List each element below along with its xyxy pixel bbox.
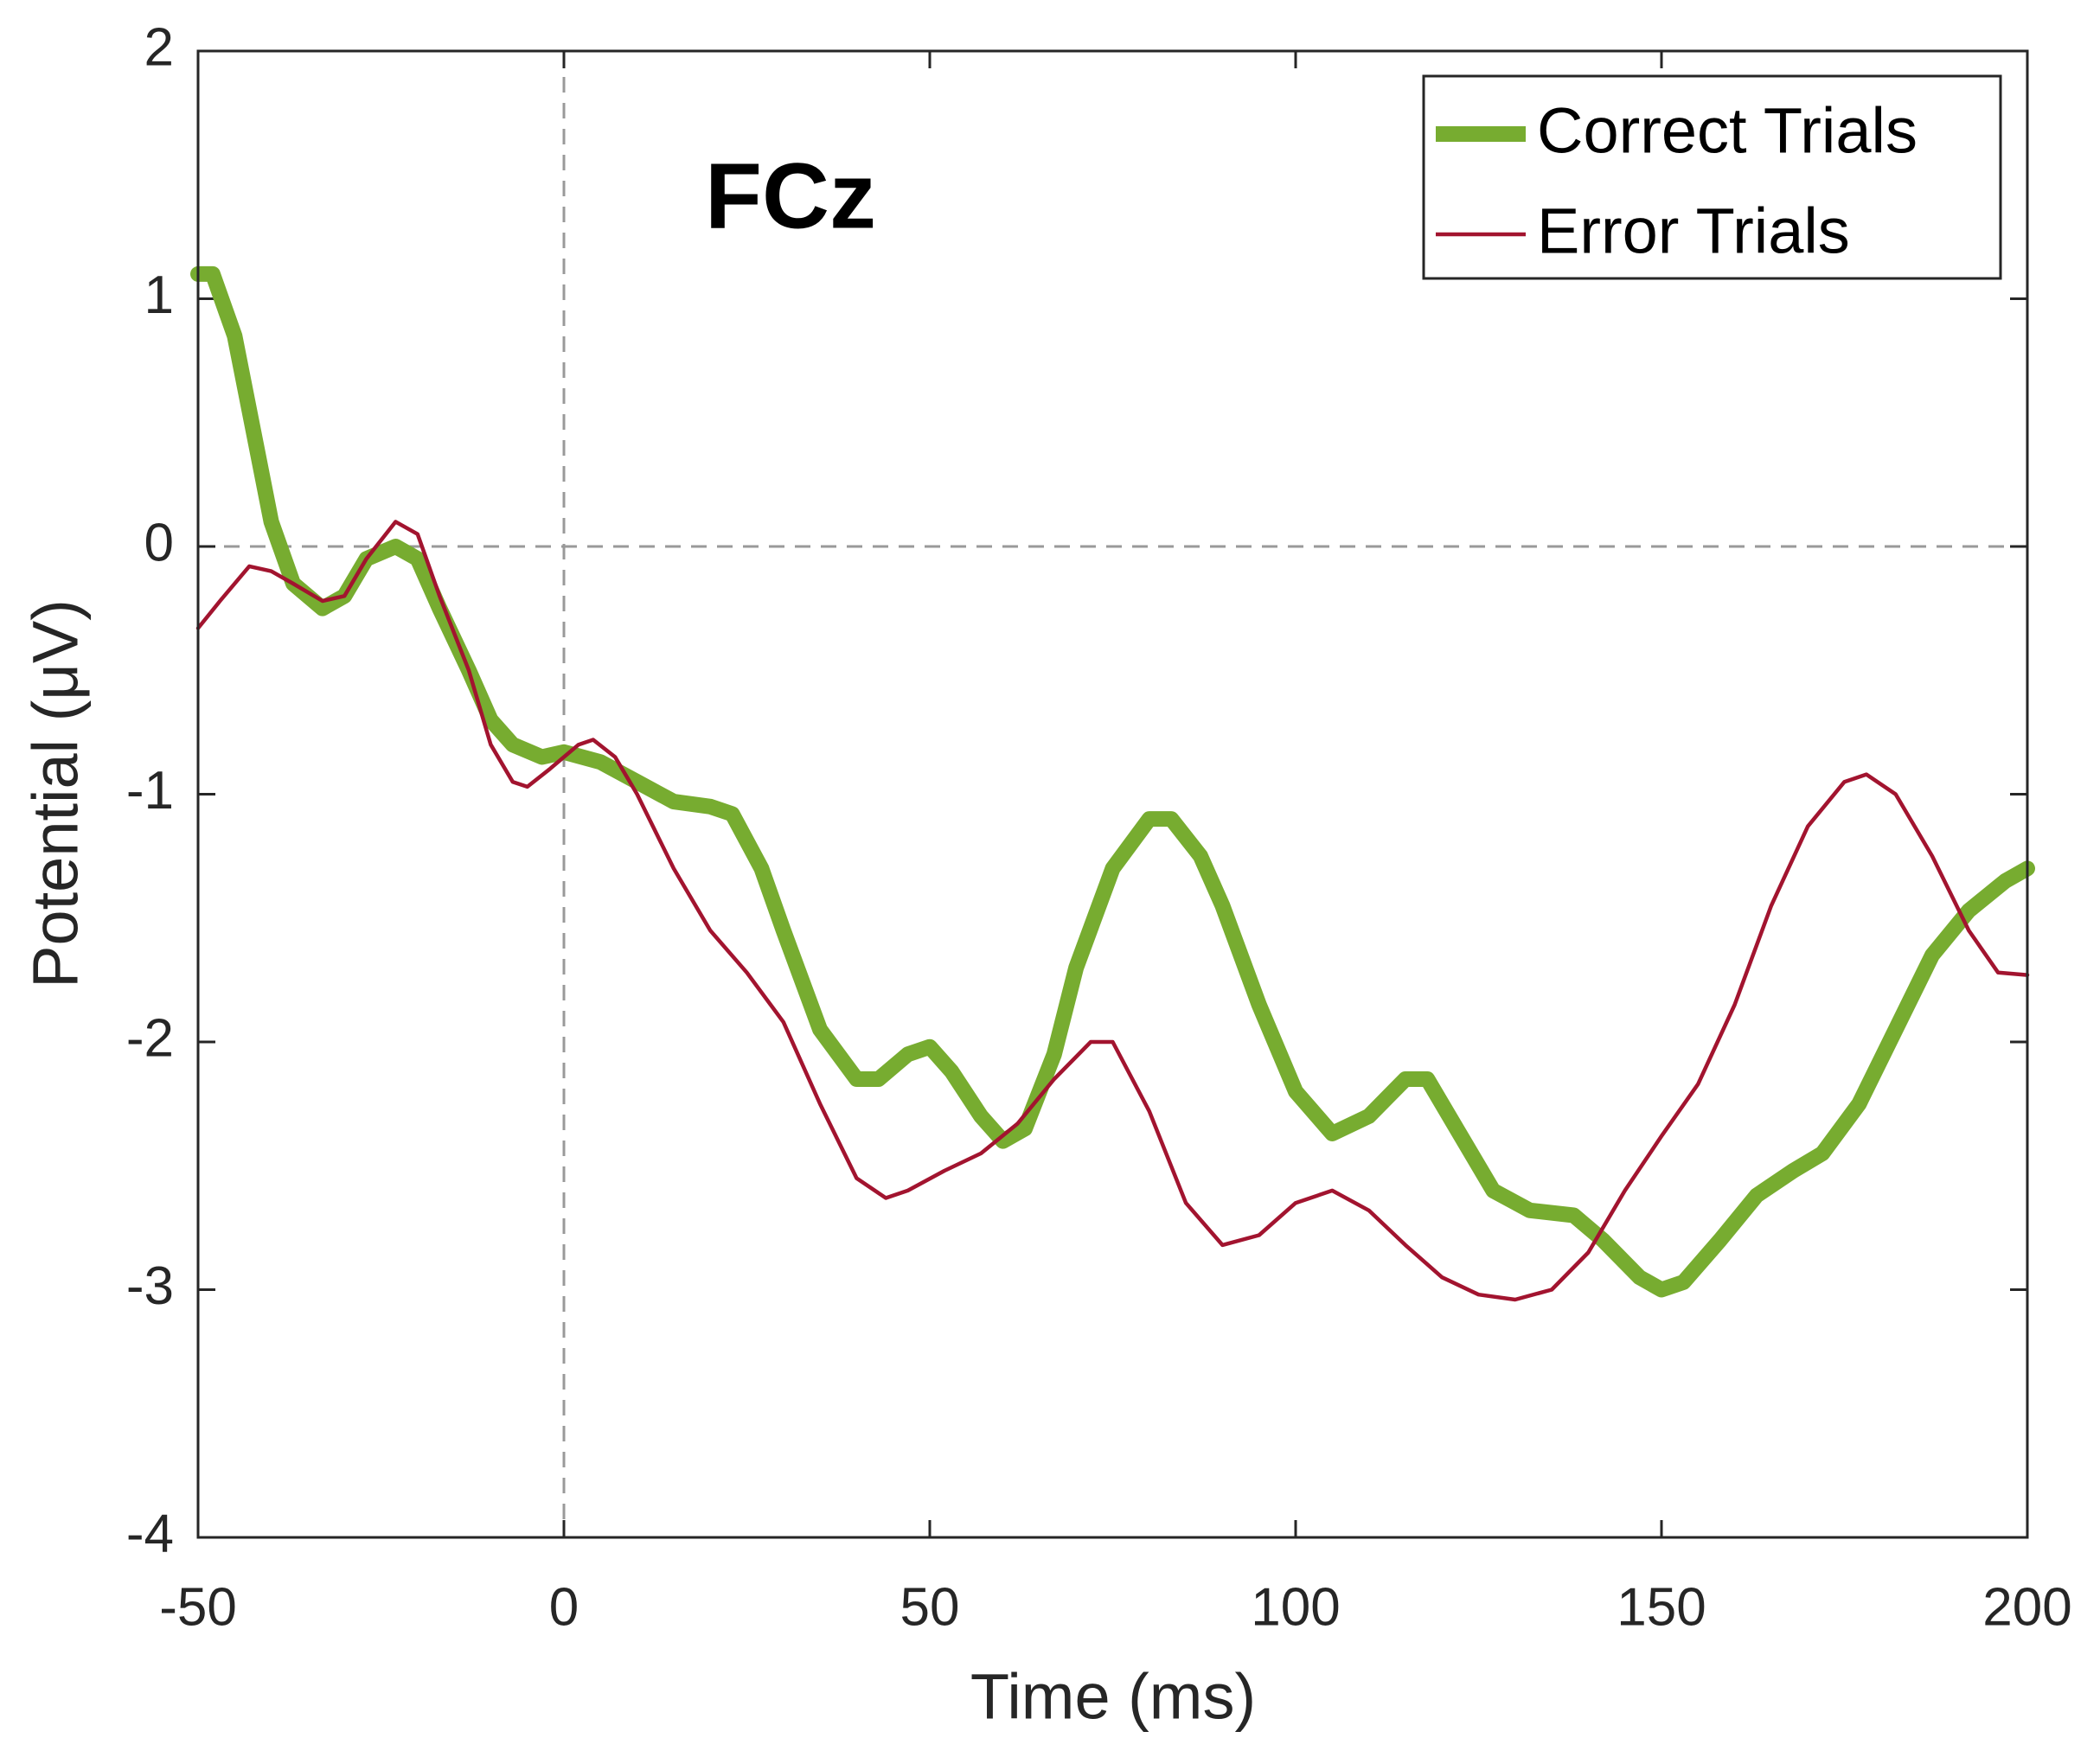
y-tick-label: 2: [144, 17, 174, 77]
x-tick-label: -50: [159, 1577, 237, 1637]
series-line: [195, 520, 2030, 1302]
y-axis-label: Potential (μV): [20, 599, 92, 988]
y-tick-label: -2: [126, 1008, 174, 1068]
legend-label: Correct Trials: [1537, 95, 1918, 167]
x-tick-label: 50: [900, 1577, 960, 1637]
x-axis-label: Time (ms): [970, 1661, 1256, 1733]
y-tick-label: -3: [126, 1256, 174, 1316]
y-tick-label: 0: [144, 513, 174, 572]
y-tick-label: -1: [126, 761, 174, 821]
x-tick-label: 0: [549, 1577, 579, 1637]
annotation: FCz: [705, 144, 876, 248]
legend-box: [1422, 74, 2002, 280]
y-tick-label: 1: [144, 265, 174, 325]
plot-frame: [196, 49, 2029, 1539]
series-line: [190, 265, 2035, 1298]
y-tick-label: -4: [126, 1504, 174, 1563]
x-tick-label: 150: [1617, 1577, 1706, 1637]
x-tick-label: 100: [1251, 1577, 1340, 1637]
x-tick-label: 200: [1982, 1577, 2071, 1637]
legend-label: Error Trials: [1537, 195, 1850, 267]
